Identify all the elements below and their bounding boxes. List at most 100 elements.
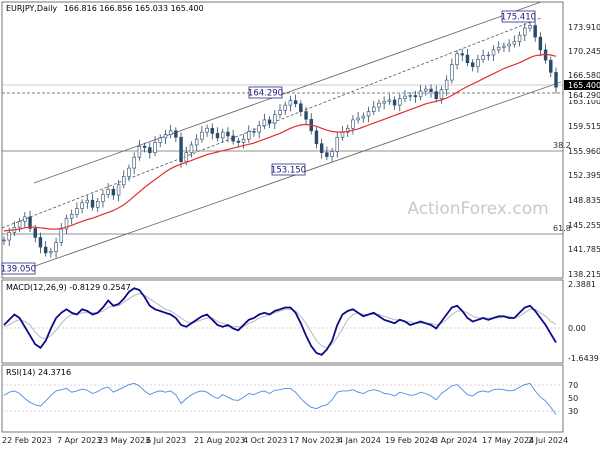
candle-body [293,100,298,105]
candle-body [512,41,517,45]
candle-body [262,119,267,126]
candle-body [241,138,246,143]
candle-body [408,95,412,97]
candle-body [319,143,324,153]
candle-body [174,130,178,138]
price-tick-label: 173.910 [568,23,600,32]
candle-body [481,55,485,60]
rsi-tick-label: 70 [568,381,578,390]
price-panel-frame [1,1,564,279]
candle-body [132,156,136,169]
candle-body [116,184,121,196]
symbol-header: EURJPY,Daily 166.816 166.856 165.033 165… [6,4,204,13]
candle-body [247,131,251,140]
candle-body [366,111,371,117]
candle-body [158,137,162,143]
candle-body [273,114,277,124]
candle-body [54,242,58,252]
candle-body [23,216,27,222]
candle-body [455,53,459,65]
price-tick-label: 138.215 [568,270,600,279]
macd-tick-label: -1.6439 [568,354,599,363]
candle-body [533,25,537,38]
candle-body [194,138,199,146]
annotation-175410: 175.410 [501,10,536,23]
candle-body [69,214,74,219]
annotation-139050: 139.050 [1,262,36,275]
candle-body [528,25,532,29]
annotation-164290-text: 164.290 [248,89,283,99]
candle-body [179,136,183,162]
hline-price-tag [564,90,600,100]
price-tick-label: 145.255 [568,221,600,230]
candle-body [434,91,438,100]
x-tick-label: 21 Aug 2023 [194,436,245,445]
candle-body [278,109,282,116]
channel-mid-dashed-line [1,17,542,229]
x-tick-label: 2 Jul 2024 [528,436,568,445]
candle-body [517,34,522,42]
candle-body [486,54,491,57]
x-axis: 22 Feb 2023 7 Apr 2023 23 May 2023 6 Jul… [2,436,568,445]
x-tick-label: 17 Nov 2023 [289,436,340,445]
candle-body [450,64,454,81]
candle-body [184,152,188,162]
candle-body [340,131,345,138]
price-tick-label: 166.580 [568,71,600,80]
candle-body [283,104,287,111]
candle-body [299,103,303,112]
candle-body [215,133,220,139]
candle-body [80,202,84,209]
annotation-164290: 164.290 [248,86,283,99]
symbol-label: EURJPY,Daily [6,4,57,13]
candle-body [106,188,110,195]
candle-body [356,117,360,121]
candle-body [372,106,376,112]
candle-body [465,54,470,64]
candle-body [330,151,334,157]
x-tick-label: 23 May 2023 [98,436,150,445]
annotation-153150: 153.150 [271,163,306,176]
rsi-line [3,382,557,415]
last-price-tag-text: 165.400 [568,81,600,90]
rsi-label: RSI(14) 24.3716 [6,368,71,377]
last-price-tag [564,80,600,90]
candle-body [496,47,501,51]
price-tick-label: 155.960 [568,147,600,156]
x-tick-label: 4 Jan 2024 [338,436,381,445]
candle-body [7,232,11,241]
candle-body [424,88,428,92]
ma55-line [3,53,557,232]
candle-body [90,199,95,208]
candle-body [491,49,496,56]
price-tick-label: 148.835 [568,196,600,205]
candle-body [538,36,543,51]
candle-body [413,95,418,98]
candle-body [75,208,79,215]
candle-body [392,99,397,106]
macd-tick-label: 0.00 [568,324,586,333]
candle-body [85,199,90,204]
candle-body [418,90,423,98]
candle-body [398,98,402,106]
fib-382-label: 38.2 [553,141,571,150]
candle-body [476,59,480,67]
rsi-panel-frame [1,364,564,433]
macd-label: MACD(12,26,9) -0.8129 0.2547 [6,283,131,292]
price-tick-label: 159.515 [568,122,600,131]
candle-body [96,201,100,208]
candle-body [377,102,381,108]
hline-price-tag-text: 164.290 [568,91,600,100]
candle-body [387,99,392,102]
candle-body [554,72,558,88]
annotation-139050-text: 139.050 [1,265,36,275]
channel-upper-line [33,1,542,184]
ohlc-label: 166.816 166.856 165.033 165.400 [64,4,204,13]
candle-body [17,221,22,228]
candle-body [252,131,256,133]
candle-body [325,152,329,157]
candle-body [549,59,553,73]
price-tick-label: 141.785 [568,245,600,254]
candle-body [314,130,319,144]
